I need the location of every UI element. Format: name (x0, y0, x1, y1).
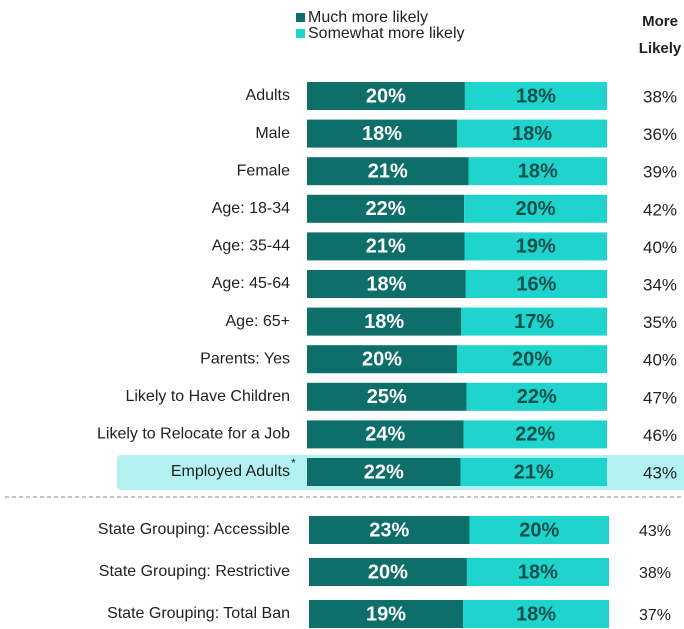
bar-segment (466, 382, 607, 411)
bar-value-label: 22% (364, 461, 404, 483)
bar-segment (307, 420, 464, 449)
bar-segment (307, 382, 467, 411)
bar-value-label: 18% (362, 123, 402, 145)
bar-value-label: 18% (516, 603, 556, 625)
category-label: Parents: Yes (200, 350, 290, 367)
bar-value-label: 18% (364, 311, 404, 333)
bar-value-label: 16% (516, 273, 556, 295)
bar-value-label: 24% (365, 424, 405, 446)
totals-header: More Likely (638, 13, 682, 57)
bar-segment (307, 194, 465, 223)
category-label: Female (237, 162, 290, 179)
total-label: 34% (643, 275, 677, 294)
bar-segment (468, 157, 607, 186)
annotation: * (291, 456, 296, 470)
bar-value-label: 18% (518, 160, 558, 182)
total-label: 39% (643, 163, 677, 182)
category-label: Adults (246, 87, 290, 104)
bar-segment (457, 119, 607, 148)
bar-value-label: 22% (517, 386, 557, 408)
bar-segment (309, 516, 470, 544)
bar-value-label: 22% (515, 424, 555, 446)
bar-value-label: 21% (368, 160, 408, 182)
category-label: State Grouping: Accessible (98, 521, 290, 538)
bar-segment (309, 600, 464, 628)
bar-value-label: 22% (366, 198, 406, 220)
legend-label: Much more likely (308, 9, 428, 26)
total-label: 40% (643, 238, 677, 257)
total-label: 40% (643, 351, 677, 370)
bar-value-label: 21% (514, 461, 554, 483)
total-label: 35% (643, 313, 677, 332)
total-label: 43% (639, 523, 671, 540)
legend-swatch (296, 13, 305, 22)
legend-label: Somewhat more likely (308, 25, 465, 42)
category-label: Male (255, 125, 290, 142)
bar-segment (463, 420, 607, 449)
category-label: Age: 45-64 (212, 275, 290, 292)
bar-segment (464, 232, 607, 261)
category-label: Likely to Have Children (125, 388, 290, 405)
bar-value-label: 19% (366, 603, 406, 625)
bar-value-label: 18% (516, 85, 556, 107)
total-label: 42% (643, 200, 677, 219)
bar-segment (307, 270, 466, 298)
category-label: Age: 65+ (226, 313, 291, 330)
bar-segment (461, 307, 607, 336)
legend-swatch (296, 29, 305, 38)
total-label: 46% (643, 426, 677, 445)
category-label: Age: 18-34 (212, 200, 290, 217)
bar-value-label: 18% (512, 123, 552, 145)
bar-value-label: 21% (366, 236, 406, 258)
category-label: State Grouping: Total Ban (107, 605, 290, 622)
bar-segment (465, 270, 607, 298)
bar-value-label: 20% (366, 85, 406, 107)
bar-segment (463, 600, 609, 628)
bar-segment (309, 558, 467, 586)
bar-value-label: 20% (362, 348, 402, 370)
bar-value-label: 25% (367, 386, 407, 408)
category-label: Likely to Relocate for a Job (97, 426, 290, 443)
bar-value-label: 20% (368, 561, 408, 583)
bar-segment (457, 345, 607, 374)
bar-segment (464, 194, 607, 223)
bar-value-label: 20% (519, 519, 559, 541)
total-label: 38% (643, 87, 677, 106)
total-label: 37% (639, 607, 671, 624)
bar-segment (307, 82, 465, 110)
bar-segment (307, 157, 469, 186)
bar-value-label: 17% (514, 311, 554, 333)
bar-value-label: 23% (369, 519, 409, 541)
bar-segment (469, 516, 609, 544)
bar-segment (307, 307, 462, 336)
bar-segment (466, 558, 609, 586)
bar-value-label: 20% (516, 198, 556, 220)
bar-segment (464, 82, 607, 110)
total-label: 38% (639, 565, 671, 582)
total-label: 36% (643, 125, 677, 144)
bar-value-label: 18% (518, 561, 558, 583)
category-label: Age: 35-44 (212, 238, 290, 255)
bar-segment (307, 232, 465, 261)
bar-segment (307, 119, 457, 148)
category-label: State Grouping: Restrictive (99, 563, 290, 580)
bar-segment (460, 458, 607, 486)
category-label: Employed Adults (171, 463, 290, 480)
bar-value-label: 18% (366, 273, 406, 295)
bar-value-label: 19% (516, 236, 556, 258)
total-label: 47% (643, 388, 677, 407)
total-label: 43% (643, 463, 677, 482)
bar-segment (307, 345, 457, 374)
bar-value-label: 20% (512, 348, 552, 370)
bar-segment (307, 458, 461, 486)
